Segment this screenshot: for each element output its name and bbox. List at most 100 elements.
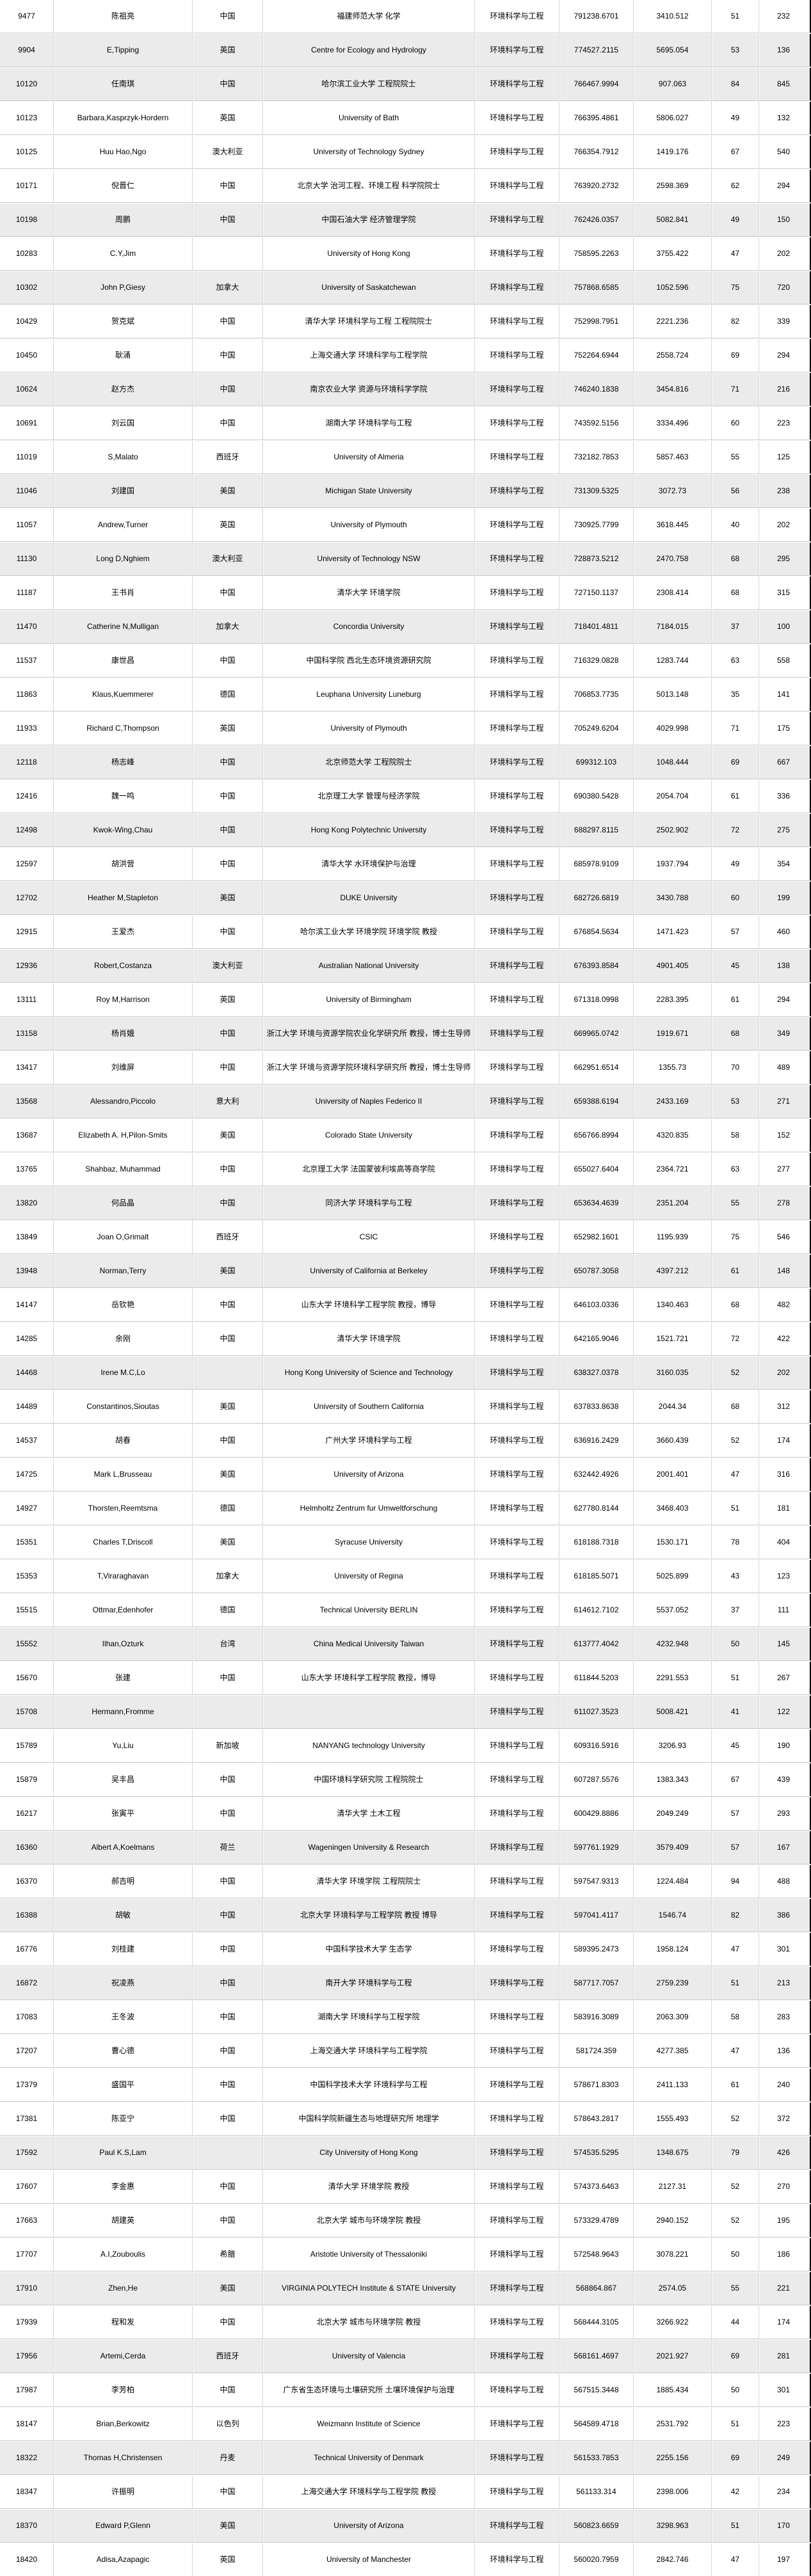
cell-value3: 47 — [711, 1458, 759, 1491]
cell-value1: 774527.2115 — [559, 34, 633, 67]
cell-field: 环境科学与工程 — [474, 780, 559, 813]
cell-value1: 656766.8994 — [559, 1119, 633, 1152]
cell-value3: 61 — [711, 983, 759, 1016]
cell-institution: 清华大学 环境学院 — [262, 1323, 474, 1355]
cell-country: 加拿大 — [192, 610, 262, 643]
cell-value1: 757868.6585 — [559, 271, 633, 304]
cell-institution: 中国石油大学 经济管理学院 — [262, 203, 474, 236]
cell-rank: 10198 — [15, 215, 38, 224]
right-edge-bar — [808, 2509, 811, 2542]
table-row: 10120 任南琪 中国 哈尔滨工业大学 工程院院士 环境科学与工程 766467.999… — [0, 68, 811, 102]
cell-institution: 同济大学 环境科学与工程 — [262, 1187, 474, 1220]
cell-value1: 653634.4639 — [559, 1187, 633, 1220]
cell-value4: 238 — [759, 475, 808, 507]
cell-country: 德国 — [192, 1594, 262, 1626]
cell-country: 澳大利亚 — [192, 543, 262, 575]
cell-institution: University of Arizona — [262, 2509, 474, 2542]
cell-name: Adisa,Azapagic — [53, 2543, 192, 2576]
cell-name: 王冬波 — [53, 2001, 192, 2033]
cell-value2: 3206.93 — [633, 1729, 711, 1762]
cell-name: Alessandro,Piccolo — [53, 1085, 192, 1118]
table-row: 15515 Ottmar,Edenhofer 德国 Technical Univers… — [0, 1594, 811, 1628]
cell-institution: 哈尔滨工业大学 环境学院 环境学院 教授 — [262, 916, 474, 948]
cell-value3: 56 — [711, 475, 759, 507]
cell-value3: 68 — [711, 1017, 759, 1050]
cell-value2: 2940.152 — [633, 2204, 711, 2237]
cell-field: 环境科学与工程 — [474, 983, 559, 1016]
cell-name: Norman,Terry — [53, 1255, 192, 1287]
cell-value1: 676854.5634 — [559, 916, 633, 948]
cell-rank: 17607 — [15, 2182, 38, 2191]
cell-value4: 122 — [759, 1696, 808, 1728]
cell-name: T,Viraraghavan — [53, 1560, 192, 1593]
cell-rank: 15879 — [15, 1775, 38, 1784]
cell-field: 环境科学与工程 — [474, 475, 559, 507]
cell-value2: 3078.221 — [633, 2238, 711, 2271]
right-edge-bar — [808, 1492, 811, 1525]
cell-rank: 14285 — [15, 1334, 38, 1343]
cell-value1: 730925.7799 — [559, 509, 633, 541]
right-edge-bar — [808, 2476, 811, 2508]
cell-name: 程和发 — [53, 2306, 192, 2339]
right-edge-bar — [808, 1831, 811, 1864]
cell-field: 环境科学与工程 — [474, 610, 559, 643]
cell-field: 环境科学与工程 — [474, 34, 559, 67]
cell-value3: 67 — [711, 136, 759, 168]
right-edge-bar — [808, 2442, 811, 2474]
cell-name: Heather M,Stapleton — [53, 882, 192, 914]
table-row: 12702 Heather M,Stapleton 美国 DUKE Universit… — [0, 882, 811, 916]
right-edge-bar — [808, 1560, 811, 1593]
cell-name: 王爱杰 — [53, 916, 192, 948]
cell-value3: 69 — [711, 2340, 759, 2373]
cell-field: 环境科学与工程 — [474, 1560, 559, 1593]
cell-value3: 42 — [711, 2476, 759, 2508]
cell-country: 中国 — [192, 339, 262, 372]
cell-value1: 718401.4811 — [559, 610, 633, 643]
cell-country: 中国 — [192, 170, 262, 202]
cell-value1: 573329.4789 — [559, 2204, 633, 2237]
cell-value4: 174 — [759, 1424, 808, 1457]
cell-rank: 18370 — [15, 2521, 38, 2530]
cell-rank: 17987 — [15, 2385, 38, 2394]
cell-country: 中国 — [192, 814, 262, 847]
cell-country: 中国 — [192, 2001, 262, 2033]
cell-value2: 5082.841 — [633, 203, 711, 236]
cell-value3: 71 — [711, 373, 759, 406]
cell-institution: City University of Hong Kong — [262, 2136, 474, 2169]
cell-field: 环境科学与工程 — [474, 2374, 559, 2406]
cell-institution: 清华大学 环境学院 教授 — [262, 2170, 474, 2203]
cell-institution: 上海交通大学 环境科学与工程学院 — [262, 339, 474, 372]
right-edge-bar — [808, 2306, 811, 2339]
cell-rank: 10302 — [15, 283, 38, 292]
cell-institution: Concordia University — [262, 610, 474, 643]
table-row: 16776 刘桂建 中国 中国科学技术大学 生态学 环境科学与工程 589395.2473… — [0, 1933, 811, 1967]
right-edge-bar — [808, 1119, 811, 1152]
cell-field: 环境科学与工程 — [474, 1662, 559, 1694]
cell-value1: 716329.0828 — [559, 644, 633, 677]
cell-institution: Australian National University — [262, 950, 474, 982]
cell-value1: 746240.1838 — [559, 373, 633, 406]
cell-rank: 13765 — [15, 1165, 38, 1173]
cell-name: Richard C,Thompson — [53, 712, 192, 745]
cell-name: 刘建国 — [53, 475, 192, 507]
cell-value3: 63 — [711, 1153, 759, 1186]
cell-country: 中国 — [192, 780, 262, 813]
cell-value1: 568444.3105 — [559, 2306, 633, 2339]
right-edge-bar — [808, 2136, 811, 2169]
cell-rank: 10691 — [15, 418, 38, 427]
cell-value4: 349 — [759, 1017, 808, 1050]
cell-value2: 2558.724 — [633, 339, 711, 372]
cell-value4: 301 — [759, 1933, 808, 1966]
cell-institution: 上海交通大学 环境科学与工程学院 — [262, 2035, 474, 2067]
cell-rank: 17956 — [15, 2351, 38, 2360]
cell-field: 环境科学与工程 — [474, 882, 559, 914]
cell-name: 陈祖亮 — [53, 0, 192, 33]
right-edge-bar — [808, 916, 811, 948]
cell-field: 环境科学与工程 — [474, 678, 559, 711]
cell-value1: 688297.8115 — [559, 814, 633, 847]
cell-value2: 5025.899 — [633, 1560, 711, 1593]
cell-value1: 652982.1601 — [559, 1221, 633, 1253]
right-edge-bar — [808, 2238, 811, 2271]
cell-rank: 13568 — [15, 1097, 38, 1106]
cell-value2: 5008.421 — [633, 1696, 711, 1728]
